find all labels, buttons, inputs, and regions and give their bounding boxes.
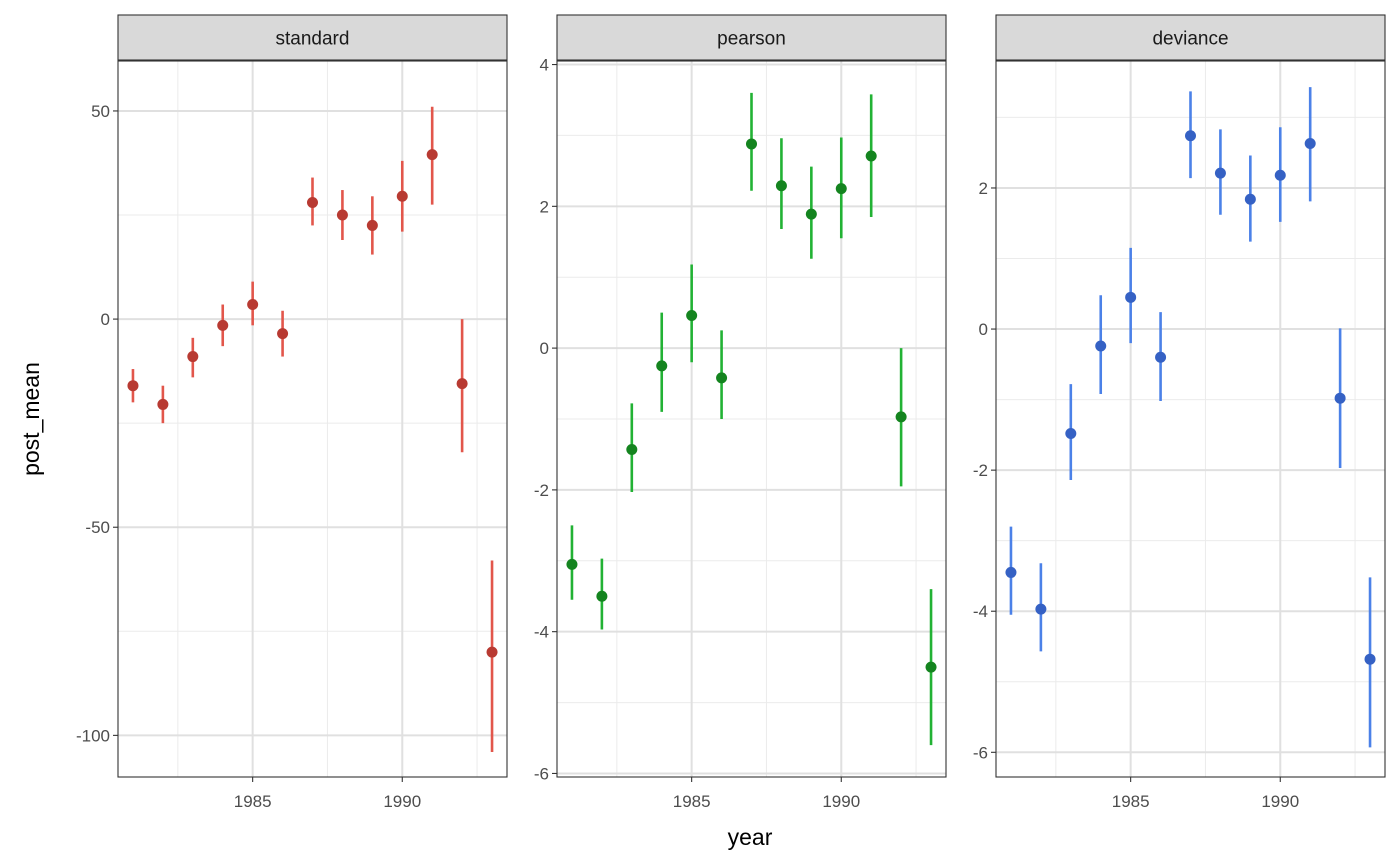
data-point [626, 443, 638, 455]
panel-border [556, 60, 947, 778]
y-tick-label: -4 [973, 602, 988, 621]
y-tick-label: -50 [85, 518, 110, 537]
data-point [805, 208, 817, 220]
data-point [187, 351, 199, 363]
x-tick-label: 1990 [822, 792, 860, 811]
data-point [895, 411, 907, 423]
data-point [336, 209, 348, 221]
panel-background [996, 61, 1385, 777]
data-point [686, 309, 698, 321]
y-tick-label: -2 [534, 481, 549, 500]
x-tick-label: 1985 [1112, 792, 1150, 811]
data-point [1274, 169, 1286, 181]
y-axis-title: post_mean [18, 362, 44, 476]
y-tick-label: 0 [540, 339, 549, 358]
strip-standard [117, 14, 508, 61]
x-tick-label: 1990 [383, 792, 421, 811]
data-point [217, 319, 229, 331]
data-point [925, 661, 937, 673]
x-tick-label: 1985 [673, 792, 711, 811]
strip-pearson [556, 14, 947, 61]
panel-border [117, 60, 508, 778]
data-point [1304, 138, 1316, 150]
data-point [865, 150, 877, 162]
y-tick-label: 50 [91, 102, 110, 121]
data-point [247, 299, 259, 311]
data-point [157, 398, 169, 410]
data-point [656, 360, 668, 372]
data-point [1005, 566, 1017, 578]
strip-label-standard: standard [276, 29, 350, 50]
x-tick-label: 1990 [1261, 792, 1299, 811]
data-point [835, 183, 847, 195]
data-point [716, 372, 728, 384]
y-tick-label: 2 [540, 197, 549, 216]
data-point [566, 558, 578, 570]
panel-border [995, 60, 1386, 778]
data-point [775, 180, 787, 192]
data-point [1095, 340, 1107, 352]
y-tick-label: 2 [979, 179, 988, 198]
strip-deviance [995, 14, 1386, 61]
data-point [277, 328, 289, 340]
facet-pearson: pearson 4 2 0 -2 -4 -6 1985 1990 [534, 14, 947, 811]
y-tick-label: -100 [76, 726, 110, 745]
data-point [596, 590, 608, 602]
data-point [1364, 653, 1376, 665]
data-point [1244, 193, 1256, 205]
data-point [426, 149, 438, 161]
data-point [1214, 167, 1226, 179]
data-point [456, 378, 468, 390]
facets-group: standard 50 0 -50 -100 1985 1990 pearson 4 2 0 -2 -4… [76, 14, 1386, 811]
strip-label-deviance: deviance [1152, 29, 1228, 50]
y-tick-label: 4 [540, 56, 549, 75]
strip-label-pearson: pearson [717, 29, 786, 50]
data-point [1185, 130, 1196, 142]
y-tick-label: -2 [973, 461, 988, 480]
data-point [486, 646, 498, 658]
data-point [1155, 351, 1167, 363]
data-point [746, 138, 757, 150]
data-point [1334, 392, 1346, 404]
panel-background [118, 61, 507, 777]
facet-deviance: deviance 2 0 -2 -4 -6 1985 1990 [973, 14, 1386, 811]
y-tick-label: -6 [534, 764, 549, 783]
x-axis-title: year [728, 824, 773, 850]
data-point [307, 197, 318, 209]
facet-standard: standard 50 0 -50 -100 1985 1990 [76, 14, 508, 811]
data-point [1035, 603, 1047, 615]
y-tick-label: 0 [101, 310, 110, 329]
y-tick-label: -4 [534, 623, 549, 642]
data-point [1125, 291, 1137, 303]
y-tick-label: -6 [973, 743, 988, 762]
x-tick-label: 1985 [234, 792, 272, 811]
y-tick-label: 0 [979, 320, 988, 339]
data-point [1065, 427, 1077, 439]
data-point [396, 190, 408, 202]
data-point [127, 380, 139, 392]
data-point [366, 219, 378, 231]
